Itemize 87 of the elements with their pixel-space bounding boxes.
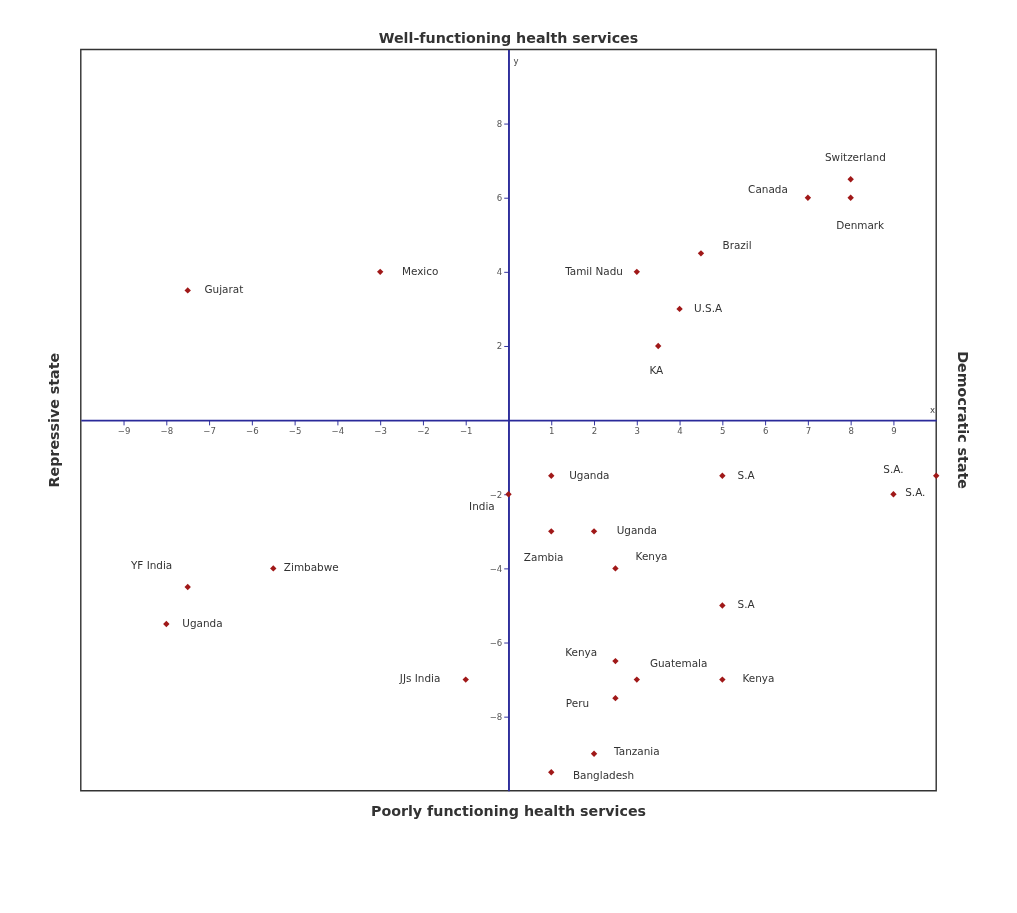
x-tick-label: 3 — [634, 425, 641, 436]
point — [676, 305, 683, 313]
annotation: Kenya — [565, 646, 598, 659]
point — [847, 176, 854, 183]
annotation: Gujarat — [204, 283, 244, 296]
point — [890, 491, 897, 498]
annotation: Kenya — [742, 672, 775, 685]
annotation: U.S.A — [694, 301, 723, 314]
point — [163, 620, 170, 628]
point — [804, 194, 812, 201]
x-tick-label: 7 — [805, 425, 812, 436]
text: Democratic state — [955, 351, 972, 489]
annotation: JJs India — [398, 672, 441, 685]
x-tick-label: 2 — [591, 425, 598, 436]
y-tick-label: 6 — [496, 193, 503, 204]
annotation: YF India — [129, 558, 173, 571]
point — [590, 750, 598, 757]
annotation: Uganda — [182, 616, 223, 629]
x-tick-label: −8 — [160, 425, 174, 436]
point — [184, 583, 191, 591]
annotation: KA — [649, 363, 665, 376]
annotation: S.A — [737, 468, 756, 481]
annotation: Mexico — [401, 264, 439, 277]
annotation: Zambia — [523, 550, 564, 563]
point — [633, 676, 640, 683]
annotation: Kenya — [635, 549, 668, 562]
x-tick-label: −3 — [374, 425, 387, 436]
annotation: Guatemala — [649, 657, 708, 670]
x-tick-label: −4 — [331, 425, 345, 436]
annotation: Uganda — [569, 468, 610, 481]
annotation: Peru — [565, 696, 590, 709]
point — [847, 194, 854, 201]
y-tick-label: 4 — [496, 267, 503, 278]
x-tick-label: 8 — [848, 425, 854, 436]
annotation: Switzerland — [824, 151, 886, 164]
point — [270, 565, 277, 572]
y-tick-label: −6 — [489, 637, 503, 648]
point — [462, 676, 469, 683]
point — [590, 528, 598, 535]
point — [548, 769, 555, 776]
chart-title: Well-functioning health services — [378, 29, 639, 46]
point — [655, 342, 662, 350]
annotation: S.A. — [883, 463, 904, 476]
x-tick-label: −2 — [417, 425, 430, 436]
annotation: S.A. — [905, 485, 926, 498]
point — [548, 472, 555, 479]
annotation: S.A — [737, 598, 756, 611]
y-tick-label: 8 — [496, 118, 503, 129]
annotation: Tamil Nadu — [564, 264, 623, 277]
x-tick-label: −1 — [459, 425, 473, 436]
x-tick-label: 4 — [677, 425, 683, 436]
x-tick-label: −5 — [288, 425, 302, 436]
point — [612, 694, 619, 702]
point — [184, 287, 191, 294]
point — [697, 250, 705, 257]
point — [612, 565, 619, 572]
point — [548, 528, 555, 535]
annotation: India — [469, 500, 495, 513]
point — [633, 268, 640, 276]
y-tick-label: −8 — [489, 712, 503, 723]
point — [719, 676, 726, 683]
annotation: Brazil — [722, 238, 752, 251]
point — [612, 657, 619, 665]
x-tick-label: −6 — [246, 425, 259, 436]
x-tick-label: 1 — [549, 425, 555, 436]
annotation: Zimbabwe — [283, 561, 339, 574]
annotation: Denmark — [836, 219, 886, 232]
x-tick-label: 6 — [762, 425, 769, 436]
text: Poorly functioning health services — [370, 803, 647, 820]
text: Repressive state — [45, 352, 62, 488]
y-tick-label: −4 — [489, 563, 503, 574]
annotation: Bangladesh — [572, 768, 635, 781]
x-tick-label: 9 — [891, 425, 897, 436]
point — [719, 472, 726, 479]
x-axis-title: x — [929, 405, 935, 416]
x-tick-label: −7 — [203, 425, 216, 436]
point — [377, 268, 384, 276]
x-tick-label: −9 — [117, 425, 131, 436]
y-axis-title: y — [513, 55, 519, 66]
point — [933, 472, 940, 479]
y-tick-label: 2 — [496, 341, 503, 352]
annotation: Canada — [748, 182, 788, 195]
x-tick-label: 5 — [720, 425, 726, 436]
annotation: Uganda — [616, 524, 657, 537]
y-tick-label: −2 — [489, 489, 503, 500]
annotation: Tanzania — [613, 744, 660, 757]
point — [719, 602, 726, 609]
